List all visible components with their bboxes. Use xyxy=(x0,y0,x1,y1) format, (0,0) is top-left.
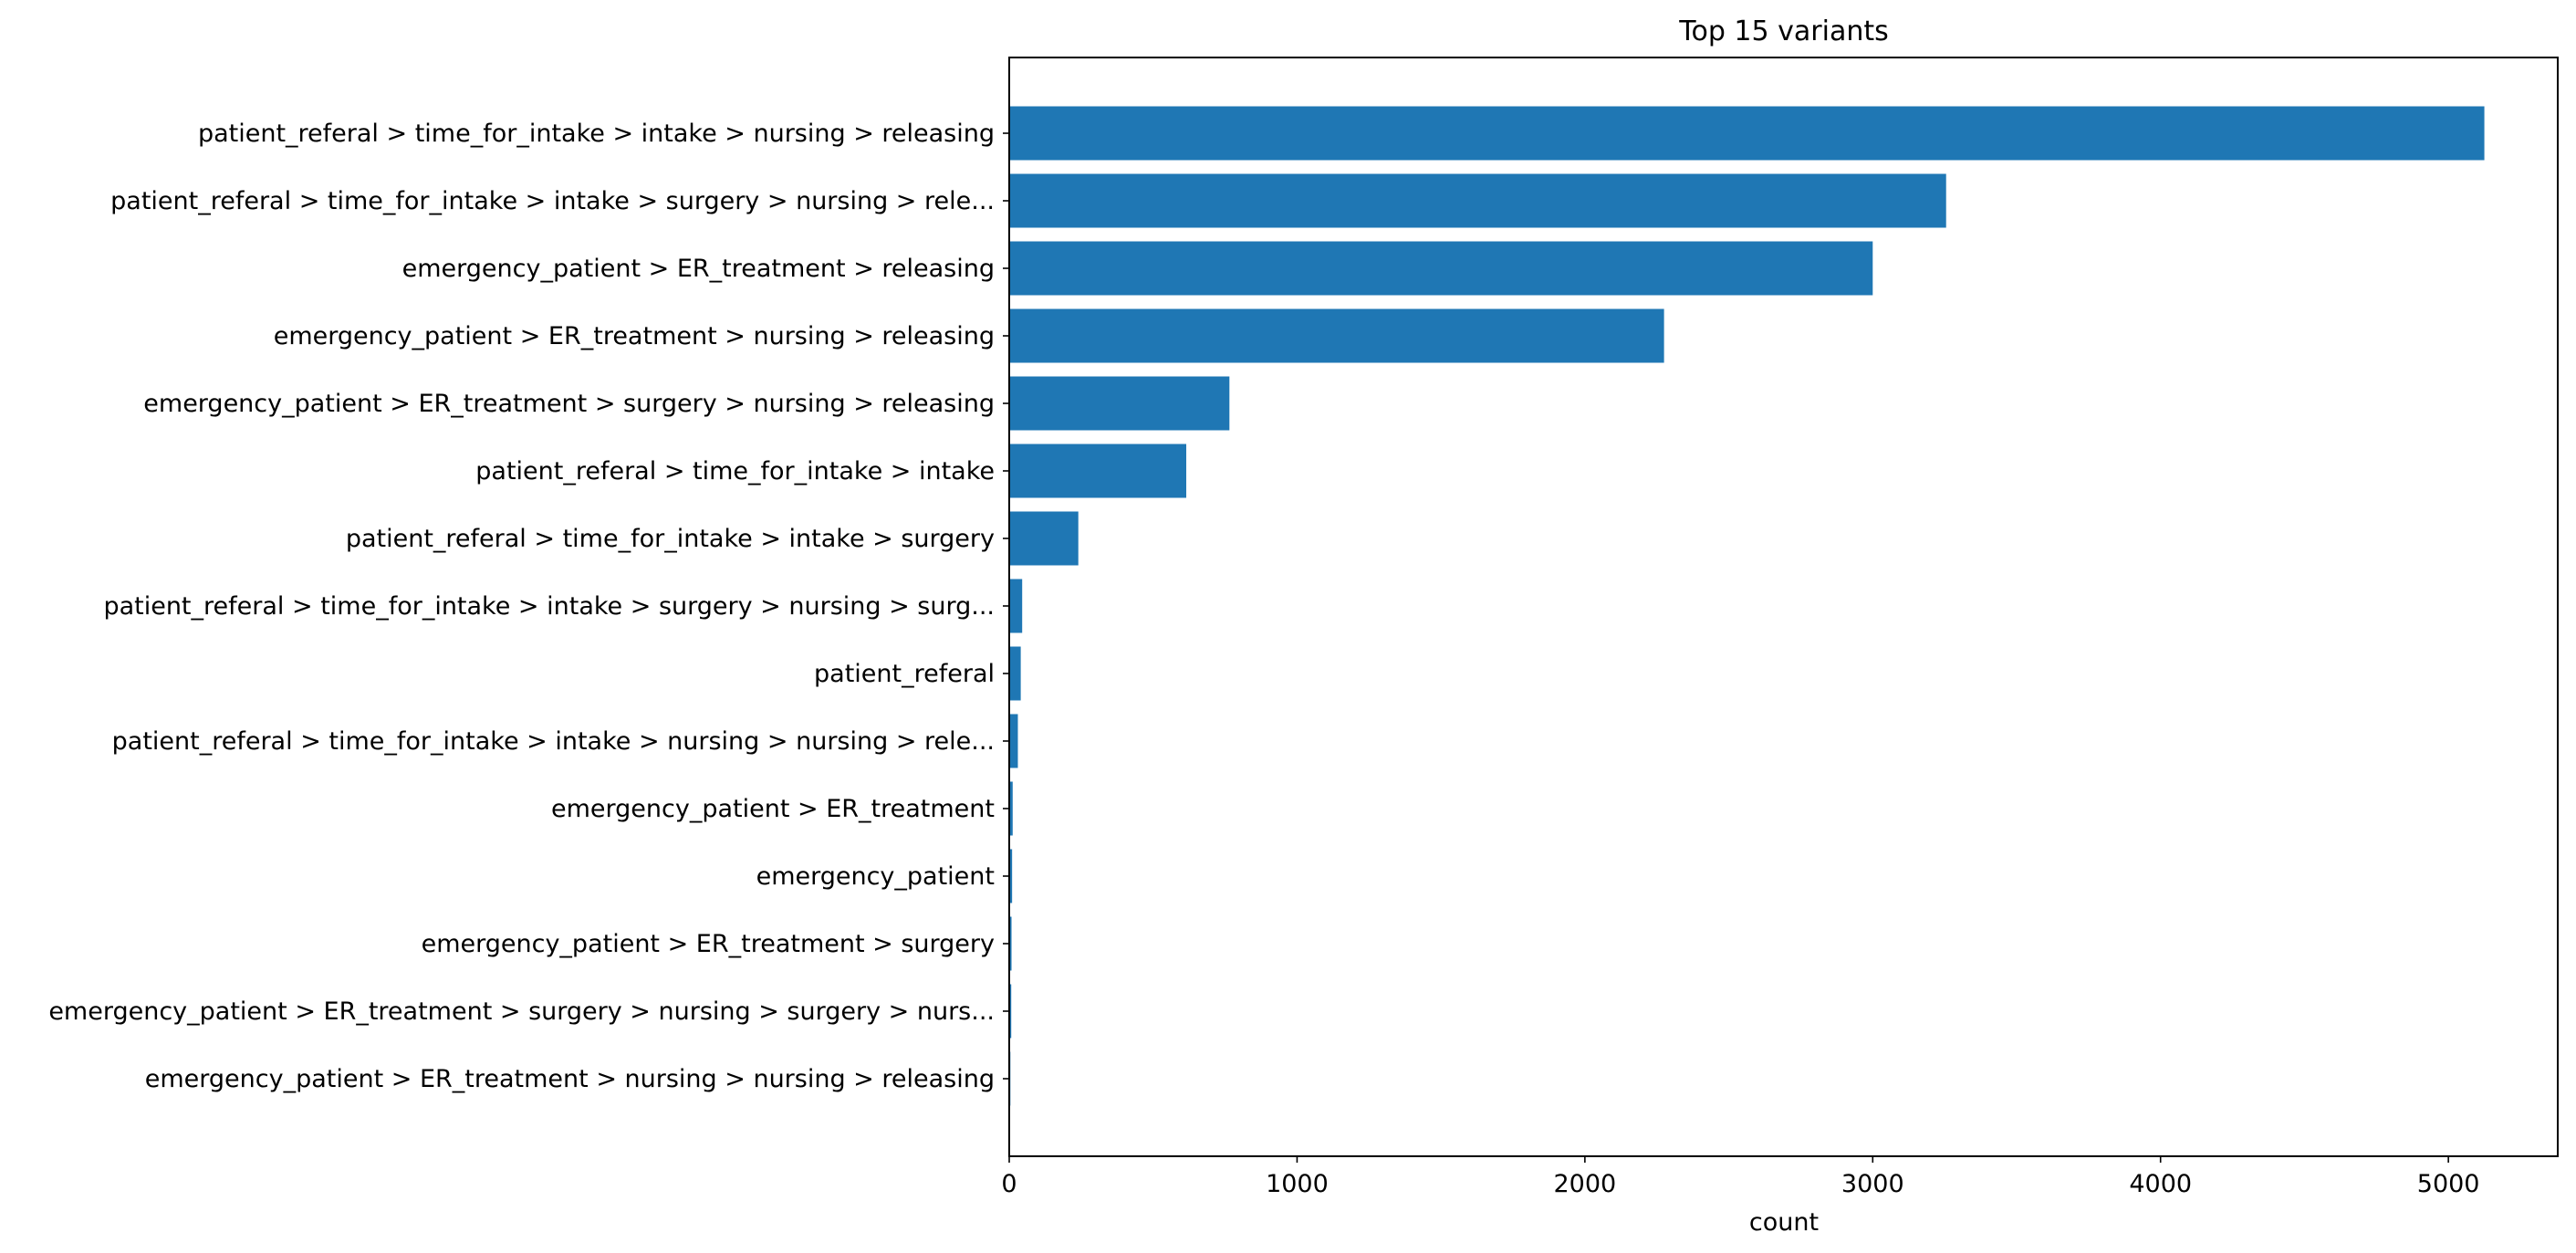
category-label: emergency_patient > ER_treatment > relea… xyxy=(402,255,995,283)
x-tick-label: 3000 xyxy=(1841,1170,1904,1198)
bar xyxy=(1009,849,1013,903)
bars-group xyxy=(1009,106,2485,1106)
bar xyxy=(1009,106,2485,161)
bar xyxy=(1009,511,1079,566)
category-label: emergency_patient > ER_treatment > nursi… xyxy=(274,322,995,350)
chart-title: Top 15 variants xyxy=(1678,16,1888,47)
bar xyxy=(1009,646,1021,701)
bar xyxy=(1009,781,1013,836)
category-label: patient_referal > time_for_intake > inta… xyxy=(103,592,995,621)
bar xyxy=(1009,173,1946,228)
category-label: patient_referal > time_for_intake > inta… xyxy=(198,120,995,148)
bar xyxy=(1009,308,1664,363)
bar xyxy=(1009,579,1023,633)
category-label: patient_referal > time_for_intake > inta… xyxy=(475,457,995,486)
category-label: emergency_patient > ER_treatment > surge… xyxy=(143,390,995,418)
bar xyxy=(1009,916,1012,971)
x-tick-label: 4000 xyxy=(2129,1170,2192,1198)
category-label: patient_referal > time_for_intake > inta… xyxy=(110,187,995,215)
x-tick-label: 5000 xyxy=(2417,1170,2480,1198)
x-tick-label: 2000 xyxy=(1553,1170,1616,1198)
category-label: patient_referal > time_for_intake > inta… xyxy=(346,525,995,553)
category-label: emergency_patient > ER_treatment xyxy=(551,795,995,823)
bar xyxy=(1009,376,1230,431)
bar xyxy=(1009,984,1012,1039)
x-axis-ticks: 0 1000 2000 3000 4000 5000 xyxy=(1001,1156,2479,1198)
x-tick-label: 1000 xyxy=(1266,1170,1329,1198)
x-tick-label: 0 xyxy=(1001,1170,1017,1198)
x-axis-label: count xyxy=(1749,1208,1819,1237)
category-label: emergency_patient xyxy=(756,862,995,891)
category-label: emergency_patient > ER_treatment > surge… xyxy=(48,997,995,1026)
plot-frame xyxy=(1008,57,2559,1157)
bar xyxy=(1009,444,1186,498)
category-label: patient_referal > time_for_intake > inta… xyxy=(112,727,995,756)
category-label: emergency_patient > ER_treatment > nursi… xyxy=(145,1065,995,1093)
bar xyxy=(1009,714,1018,768)
category-labels: patient_referal > time_for_intake > inta… xyxy=(48,120,1009,1093)
category-label: emergency_patient > ER_treatment > surge… xyxy=(422,930,995,958)
category-label: patient_referal xyxy=(814,660,995,688)
bar xyxy=(1009,241,1873,296)
